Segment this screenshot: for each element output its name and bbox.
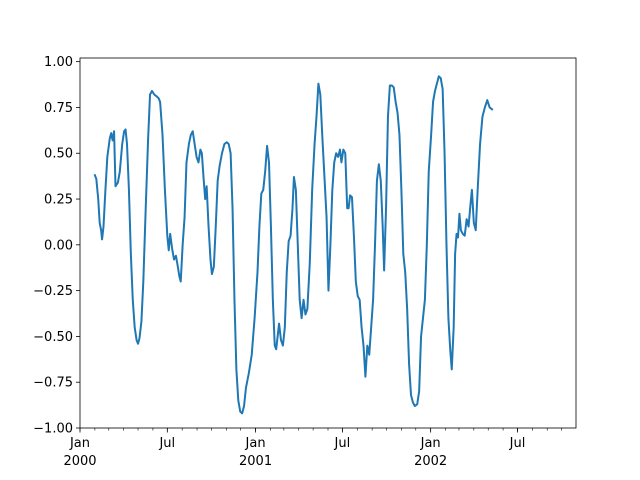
y-tick-label: −1.00 xyxy=(33,422,73,437)
x-tick-label: Jan xyxy=(69,436,90,451)
x-tick-label: Jan xyxy=(420,436,441,451)
x-tick-label: Jul xyxy=(334,436,351,451)
y-tick-label: 1.00 xyxy=(44,55,73,70)
plot-frame xyxy=(79,57,577,429)
series-line-0 xyxy=(93,75,494,415)
x-tick-year-label: 2000 xyxy=(63,454,96,469)
y-tick-label: 0.25 xyxy=(44,193,73,208)
y-tick-label: −0.75 xyxy=(33,376,73,391)
y-tick-label: 0.50 xyxy=(44,147,73,162)
y-tick-label: −0.50 xyxy=(33,330,73,345)
y-tick-label: −0.25 xyxy=(33,284,73,299)
x-tick-label: Jul xyxy=(158,436,175,451)
y-tick-label: 0.00 xyxy=(44,238,73,253)
x-tick-label: Jan xyxy=(245,436,266,451)
x-tick-year-label: 2001 xyxy=(239,454,272,469)
x-tick-label: Jul xyxy=(509,436,526,451)
y-tick-label: 0.75 xyxy=(44,101,73,116)
x-tick-year-label: 2002 xyxy=(414,454,447,469)
